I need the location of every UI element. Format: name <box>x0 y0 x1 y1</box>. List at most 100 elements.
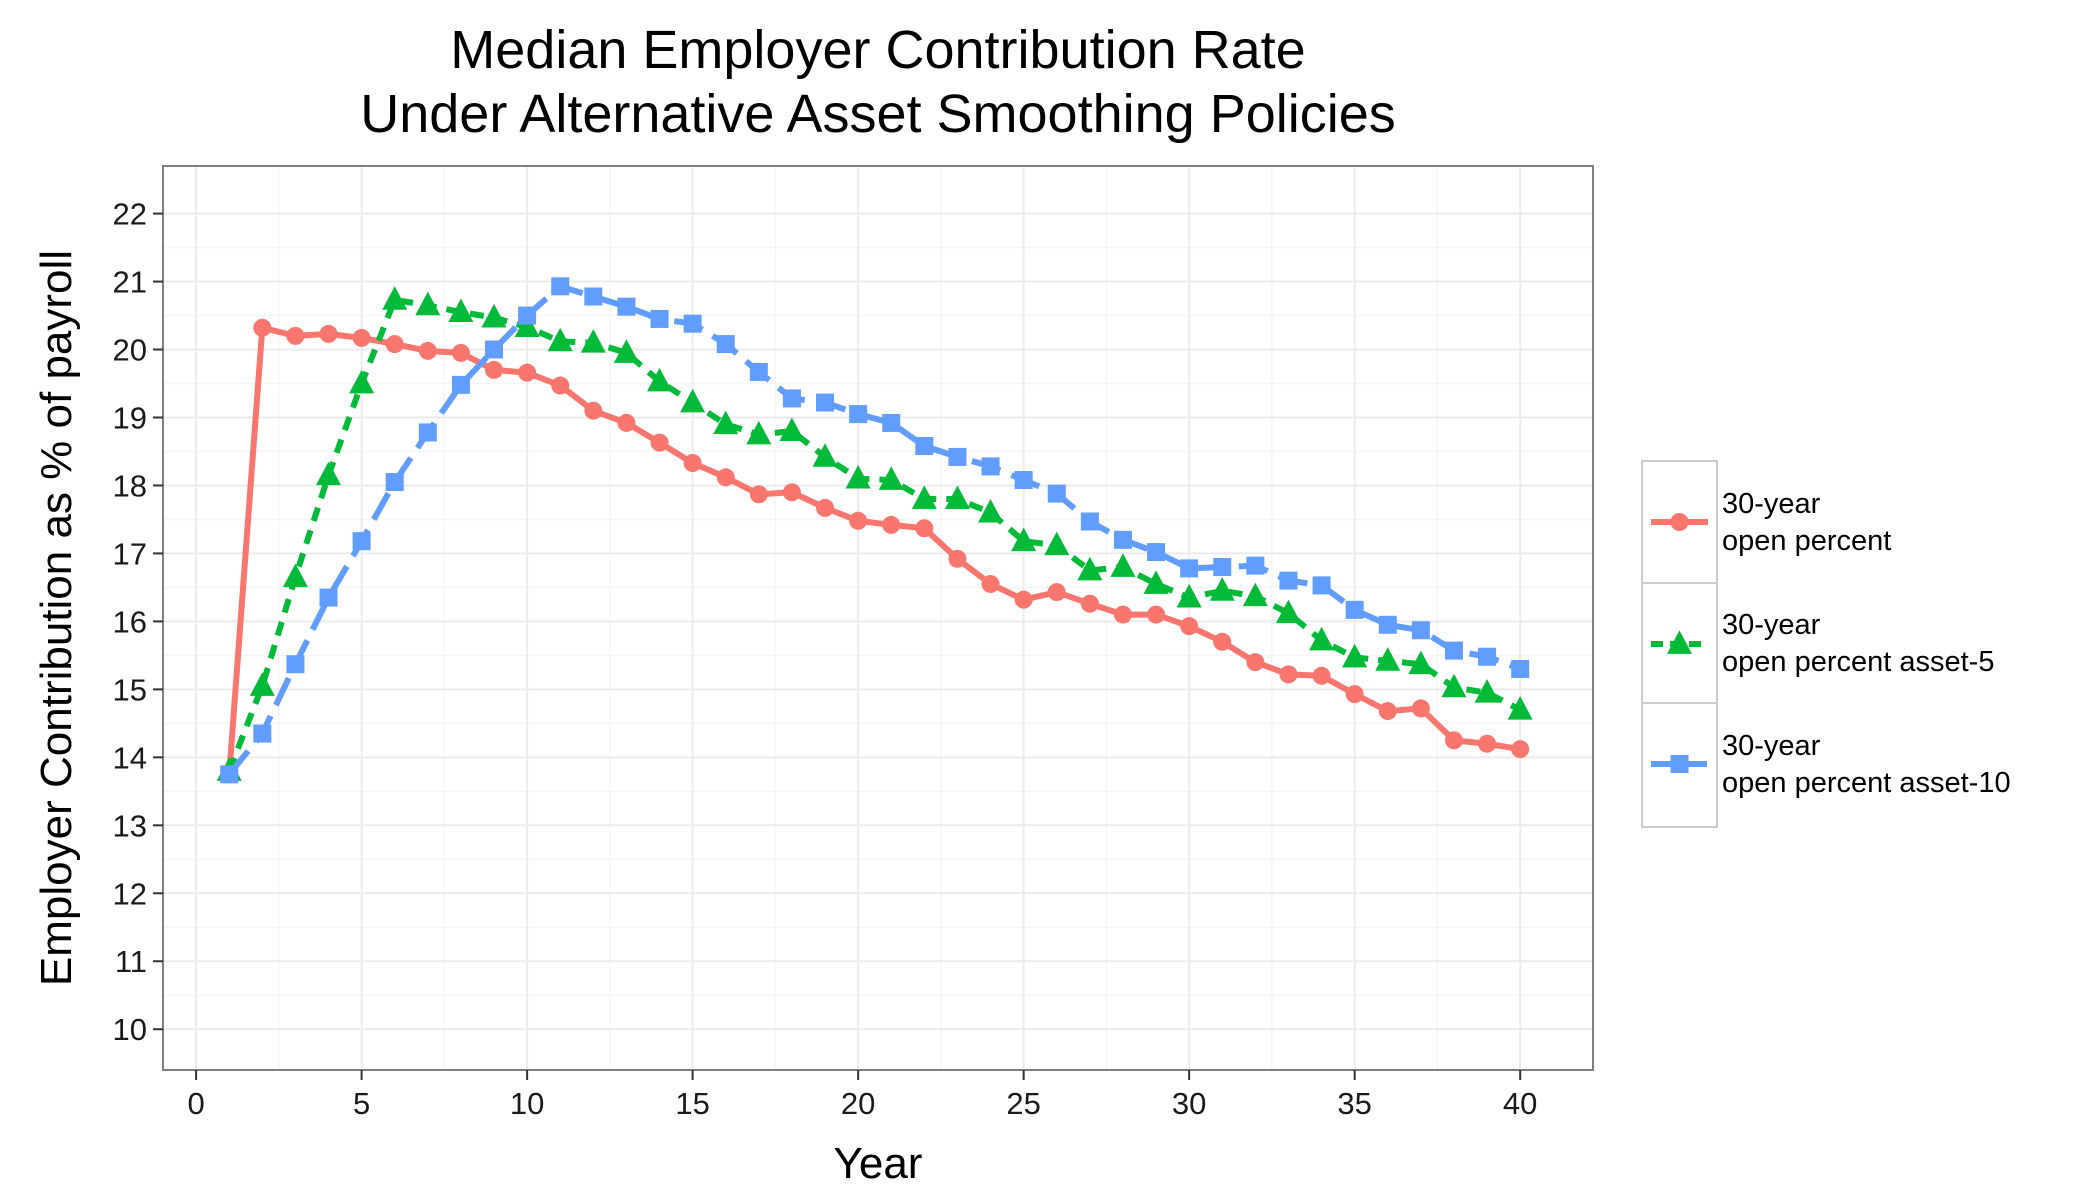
circle-marker <box>683 454 702 473</box>
circle-marker <box>286 326 305 345</box>
legend-swatch-open-percent <box>1651 513 1708 531</box>
y-tick-label: 15 <box>113 672 147 707</box>
circle-marker <box>1411 699 1430 718</box>
square-marker <box>418 423 437 442</box>
triangle-marker <box>812 443 838 467</box>
legend-label-asset-5: 30-year open percent asset-5 <box>1722 607 2082 681</box>
circle-marker <box>948 549 967 568</box>
triangle-marker <box>779 417 805 441</box>
legend-key-asset-5 <box>1643 582 1716 704</box>
legend-label-line: 30-year <box>1722 488 1821 520</box>
square-marker <box>1047 484 1066 503</box>
square-marker <box>1345 600 1364 619</box>
triangle-marker <box>1077 556 1103 581</box>
circle-marker <box>319 324 338 343</box>
triangle-marker <box>1110 553 1136 577</box>
circle-marker <box>584 401 603 420</box>
square-marker <box>716 335 735 354</box>
square-marker <box>617 297 636 316</box>
square-marker <box>782 389 801 408</box>
triangle-marker <box>1011 527 1037 552</box>
triangle-marker <box>713 410 739 435</box>
chart-title: Median Employer Contribution Rate Under … <box>163 18 1593 146</box>
legend-label-asset-10: 30-year open percent asset-10 <box>1722 728 2082 802</box>
square-marker <box>319 588 338 607</box>
legend-key-asset-10 <box>1643 702 1716 824</box>
triangle-marker <box>547 327 573 352</box>
x-tick-label: 5 <box>353 1086 370 1121</box>
triangle-marker <box>1275 599 1301 624</box>
triangle-marker <box>1242 582 1268 607</box>
x-tick-label: 10 <box>510 1086 544 1121</box>
legend-square-marker <box>1670 755 1689 773</box>
circle-marker <box>915 519 934 538</box>
triangle-marker <box>1408 650 1434 675</box>
major-gridlines <box>163 166 1593 1070</box>
triangle-marker <box>415 291 441 316</box>
chart-title-line-2: Under Alternative Asset Smoothing Polici… <box>360 84 1396 144</box>
square-marker <box>1147 543 1166 562</box>
circle-marker <box>1279 665 1298 684</box>
axes-layer: 0 5 10 15 20 25 30 35 40 10 11 12 13 14 15 16 17 18 19 20 21… <box>113 197 1538 1121</box>
series-line <box>226 283 1522 777</box>
triangle-marker <box>249 672 275 696</box>
circle-marker <box>1047 583 1066 602</box>
circle-marker <box>551 376 570 395</box>
circle-marker <box>749 485 768 504</box>
triangle-marker <box>911 485 937 509</box>
circle-marker <box>782 483 801 502</box>
square-marker <box>915 437 934 456</box>
triangle-marker <box>1441 673 1467 698</box>
x-tick-label: 20 <box>841 1086 875 1121</box>
square-marker <box>1080 512 1099 531</box>
x-tick-label: 15 <box>675 1086 709 1121</box>
square-marker <box>749 362 768 381</box>
triangle-marker <box>448 298 474 323</box>
circle-marker <box>816 498 835 517</box>
circle-marker <box>1080 594 1099 613</box>
legend-label-line: open percent <box>1722 525 1892 557</box>
triangle-marker <box>845 465 871 489</box>
circle-marker <box>518 363 537 382</box>
square-marker <box>1014 471 1033 490</box>
square-marker <box>1213 558 1232 577</box>
triangle-marker <box>1474 679 1500 703</box>
x-tick-label: 25 <box>1006 1086 1040 1121</box>
series-group <box>220 277 1530 784</box>
y-tick-label: 14 <box>113 740 147 775</box>
square-marker <box>1246 556 1265 575</box>
triangle-marker <box>514 313 540 337</box>
square-marker <box>1312 576 1331 595</box>
x-tick-label: 35 <box>1337 1086 1371 1121</box>
y-axis-title: Employer Contribution as % of payroll <box>32 250 81 986</box>
circle-marker <box>1213 632 1232 651</box>
circle-marker <box>650 433 669 452</box>
chart-title-line-1: Median Employer Contribution Rate <box>450 20 1306 80</box>
square-marker <box>485 340 504 359</box>
square-marker <box>1511 659 1530 678</box>
series-line <box>226 324 1521 775</box>
triangle-marker <box>746 420 772 445</box>
square-marker <box>981 457 1000 476</box>
square-marker <box>882 413 901 432</box>
circle-marker <box>882 515 901 534</box>
circle-marker <box>617 413 636 432</box>
series-layer <box>216 277 1533 784</box>
square-marker <box>650 309 669 328</box>
square-marker <box>385 473 404 492</box>
triangle-marker <box>1309 626 1335 651</box>
circle-marker <box>1113 605 1132 624</box>
legend-triangle-marker <box>1667 630 1692 654</box>
legend-swatch-asset-10 <box>1651 755 1708 773</box>
circle-marker <box>1014 590 1033 609</box>
series-group <box>220 318 1530 784</box>
square-marker <box>683 314 702 333</box>
triangle-marker <box>878 466 904 490</box>
circle-marker <box>1511 740 1530 759</box>
square-marker <box>849 405 868 424</box>
square-marker <box>220 765 239 784</box>
circle-marker <box>1180 617 1199 636</box>
legend-label-line: open percent asset-10 <box>1722 767 2011 799</box>
circle-marker <box>1312 666 1331 685</box>
triangle-marker <box>1375 647 1401 671</box>
